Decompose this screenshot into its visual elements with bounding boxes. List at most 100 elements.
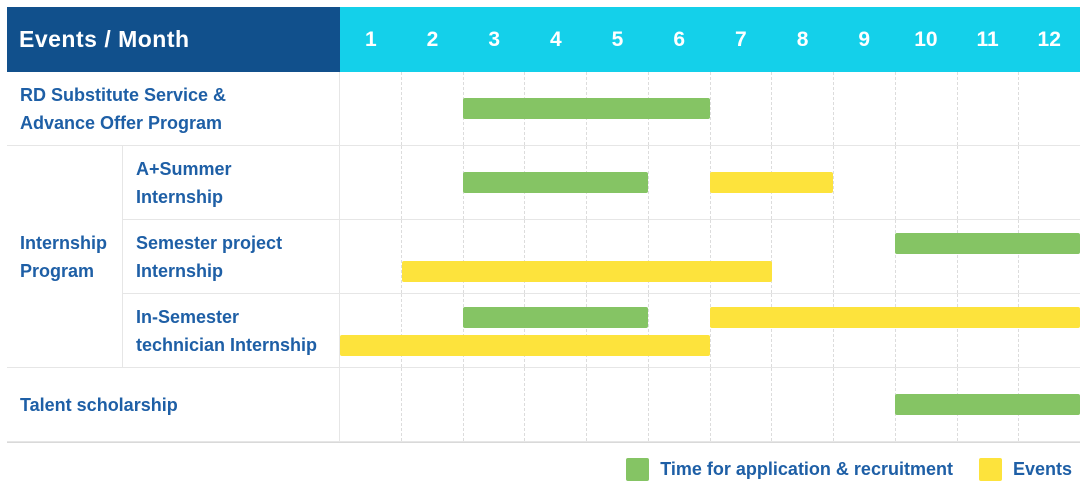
month-column <box>833 72 895 145</box>
month-column <box>524 294 586 367</box>
month-column <box>833 294 895 367</box>
month-column <box>340 220 401 293</box>
gantt-bar-yellow <box>340 335 710 356</box>
month-column <box>524 220 586 293</box>
month-column <box>894 146 957 219</box>
label-line: Internship <box>136 186 224 207</box>
month-column <box>340 146 401 219</box>
legend-swatch-yellow <box>978 457 1002 481</box>
row-bars <box>340 294 1080 368</box>
month-column <box>340 368 401 441</box>
month-column <box>1018 220 1080 293</box>
gantt-body: RD Substitute Service & Advance Offer Pro… <box>7 72 1080 443</box>
label-line: In-Semester <box>136 306 240 327</box>
month-column <box>586 368 648 441</box>
month-column <box>586 294 648 367</box>
gantt-bar-green <box>895 233 1080 254</box>
month-column <box>894 72 957 145</box>
label-line: Advance Offer Program <box>20 112 223 133</box>
month-column <box>647 294 710 367</box>
month-column <box>1018 72 1080 145</box>
month-column <box>709 146 772 219</box>
month-column <box>462 294 525 367</box>
gantt-bar-green <box>463 307 649 328</box>
month-column <box>462 72 525 145</box>
legend-item-yellow: Events <box>978 457 1072 481</box>
label-line: Talent scholarship <box>20 394 178 415</box>
month-column <box>647 220 710 293</box>
label-line: A+Summer <box>136 158 232 179</box>
month-column <box>709 294 772 367</box>
legend-label: Events <box>1012 458 1072 479</box>
month-header-cell: 10 <box>914 27 938 51</box>
row-label: RD Substitute Service & Advance Offer Pro… <box>7 72 340 146</box>
month-column <box>340 72 401 145</box>
gantt-bar-yellow <box>401 261 772 282</box>
month-header-cell: 12 <box>1037 27 1061 51</box>
month-column <box>709 72 772 145</box>
month-column <box>771 368 833 441</box>
month-column <box>462 146 525 219</box>
month-column <box>956 72 1019 145</box>
gantt-bar-green <box>463 98 710 119</box>
month-column <box>462 220 525 293</box>
month-column <box>956 294 1019 367</box>
legend-swatch-green <box>626 457 650 481</box>
month-column <box>833 368 895 441</box>
row-sublabel: A+Summer Internship <box>123 146 340 220</box>
gantt-bar-green <box>895 394 1080 415</box>
month-header-cell: 11 <box>976 27 999 51</box>
month-column <box>833 146 895 219</box>
month-header-cell: 5 <box>611 27 624 51</box>
month-column <box>1018 294 1080 367</box>
month-column <box>400 146 463 219</box>
row-bars <box>340 368 1080 442</box>
month-column <box>400 368 463 441</box>
month-column <box>956 220 1019 293</box>
month-column <box>771 72 833 145</box>
gantt-bar-yellow <box>710 172 834 193</box>
month-header-cell: 9 <box>858 27 871 51</box>
month-column <box>400 220 463 293</box>
gantt-bar-green <box>463 172 649 193</box>
month-column <box>833 220 895 293</box>
month-column <box>956 146 1019 219</box>
row-label: Talent scholarship <box>7 368 340 442</box>
month-header-cell: 3 <box>488 27 501 51</box>
month-column <box>709 220 772 293</box>
month-header-cell: 7 <box>735 27 747 51</box>
row-sublabel: In-Semester technician Internship <box>123 294 340 368</box>
legend: Time for application & recruitment Events <box>600 454 1072 484</box>
month-column <box>647 368 710 441</box>
month-column <box>1018 146 1080 219</box>
month-gridlines <box>340 294 1080 367</box>
legend-item-green: Time for application & recruitment <box>626 457 953 481</box>
month-column <box>771 220 833 293</box>
month-column <box>400 72 463 145</box>
month-header-cell: 8 <box>796 27 809 51</box>
label-line: Internship <box>20 232 108 253</box>
month-column <box>647 146 710 219</box>
group-label-internship-program: Internship Program <box>7 146 123 368</box>
month-header-cell: 6 <box>673 27 686 51</box>
month-gridlines <box>340 72 1080 145</box>
table-header: Events / Month 1 2 3 4 5 6 7 8 9 10 11 12 <box>7 7 1080 72</box>
label-line: RD Substitute Service & <box>20 84 227 105</box>
label-line: Semester project <box>136 232 283 253</box>
month-column <box>894 220 957 293</box>
label-line: technician Internship <box>136 334 318 355</box>
row-bars <box>340 146 1080 220</box>
row-sublabel: Semester project Internship <box>123 220 340 294</box>
month-column <box>462 368 525 441</box>
month-column <box>340 294 401 367</box>
row-bars <box>340 220 1080 294</box>
month-column <box>400 294 463 367</box>
label-line: Internship <box>136 260 224 281</box>
month-column <box>586 220 648 293</box>
month-column <box>894 294 957 367</box>
gantt-table: Events / Month 1 2 3 4 5 6 7 8 9 10 11 12 RD Substi… <box>7 7 1080 443</box>
month-column <box>771 294 833 367</box>
label-line: Program <box>20 260 95 281</box>
legend-label: Time for application & recruitment <box>660 458 953 479</box>
